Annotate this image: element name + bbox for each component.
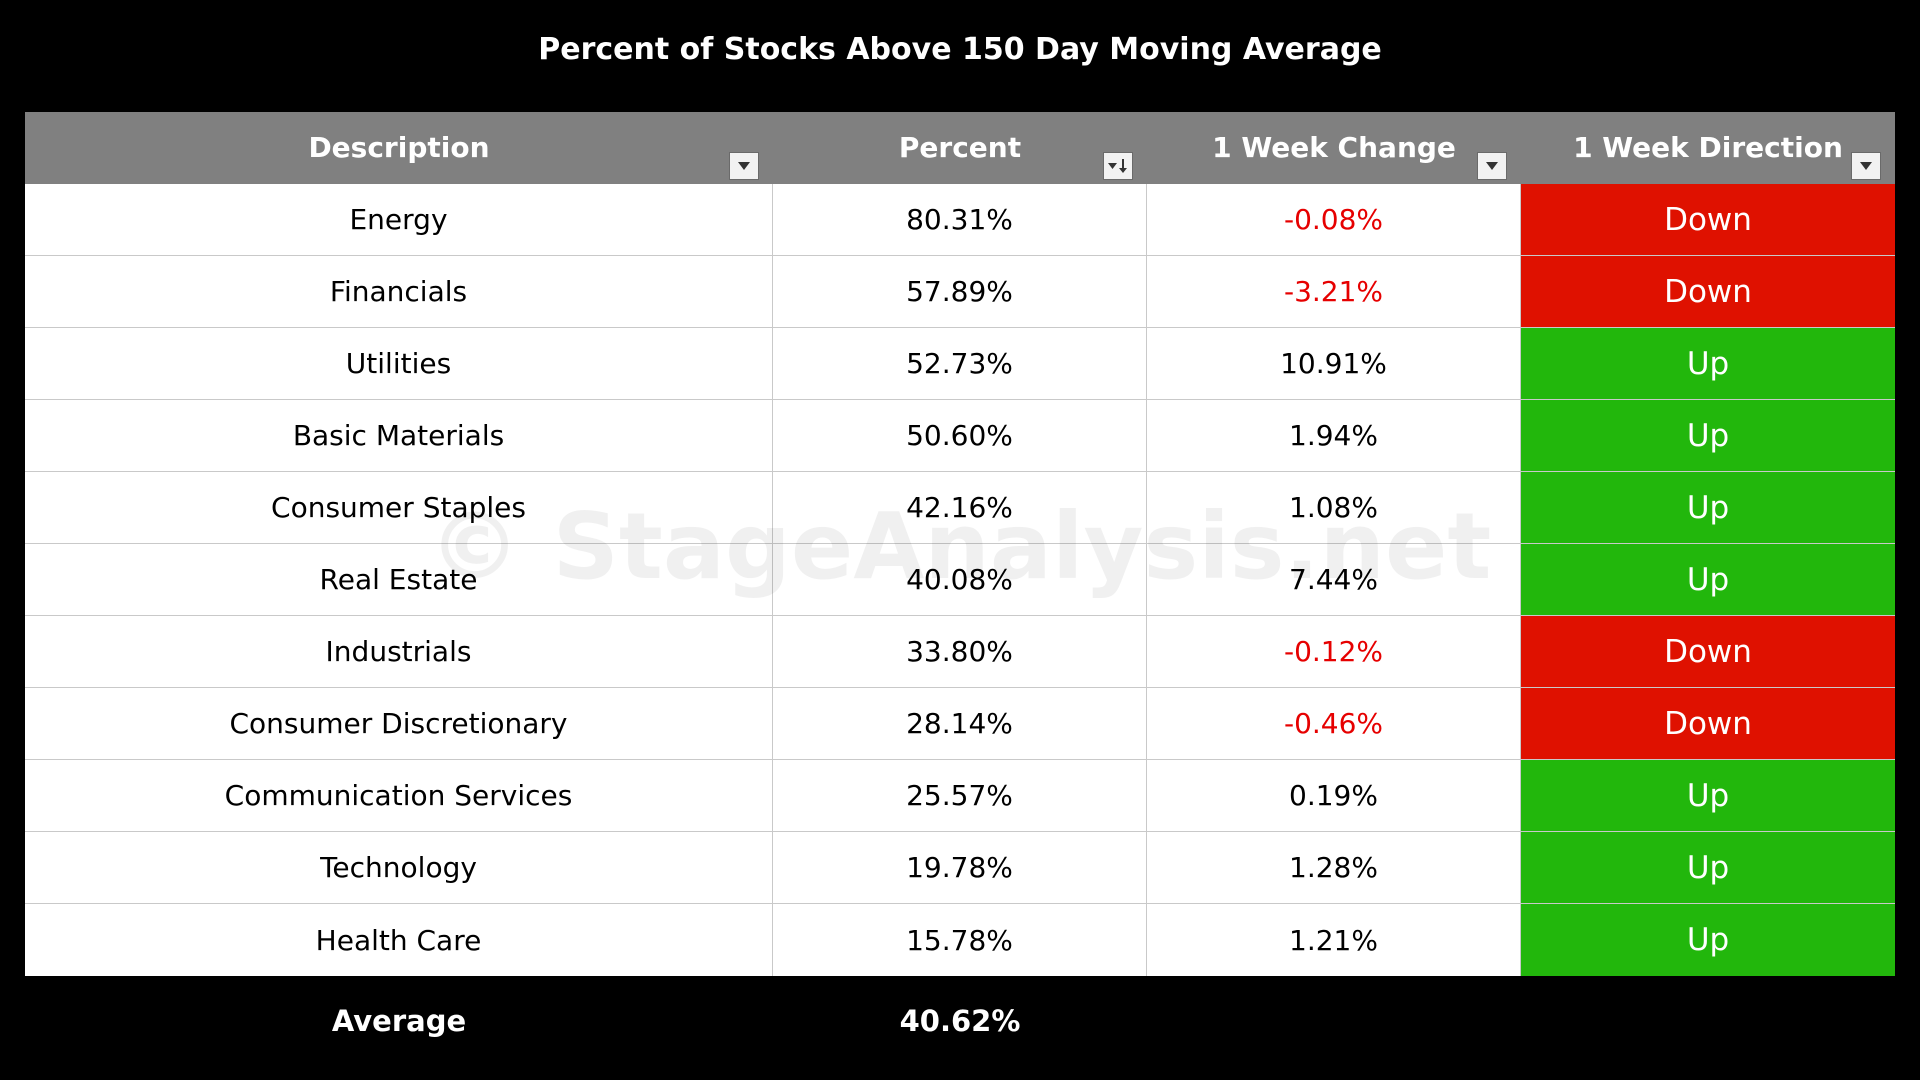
cell-percent: 42.16% — [773, 472, 1147, 543]
cell-direction: Up — [1521, 400, 1895, 471]
cell-percent: 50.60% — [773, 400, 1147, 471]
cell-change: 1.94% — [1147, 400, 1521, 471]
cell-change: -0.46% — [1147, 688, 1521, 759]
table-row: Energy 80.31% -0.08% Down — [25, 184, 1895, 256]
cell-description: Basic Materials — [25, 400, 773, 471]
cell-change: 7.44% — [1147, 544, 1521, 615]
filter-dropdown-icon[interactable] — [1851, 152, 1881, 180]
table-header: Description Percent 1 Week Change 1 Week — [25, 112, 1895, 184]
table-row: Financials 57.89% -3.21% Down — [25, 256, 1895, 328]
cell-change: 1.08% — [1147, 472, 1521, 543]
table-row: Technology 19.78% 1.28% Up — [25, 832, 1895, 904]
cell-description: Consumer Discretionary — [25, 688, 773, 759]
header-change-label: 1 Week Change — [1212, 131, 1456, 164]
cell-change: 1.21% — [1147, 904, 1521, 976]
table-row: Utilities 52.73% 10.91% Up — [25, 328, 1895, 400]
cell-percent: 57.89% — [773, 256, 1147, 327]
cell-change: 1.28% — [1147, 832, 1521, 903]
cell-description: Financials — [25, 256, 773, 327]
cell-percent: 28.14% — [773, 688, 1147, 759]
cell-percent: 25.57% — [773, 760, 1147, 831]
cell-direction: Up — [1521, 328, 1895, 399]
header-description: Description — [25, 112, 773, 184]
cell-percent: 33.80% — [773, 616, 1147, 687]
table-row: Industrials 33.80% -0.12% Down — [25, 616, 1895, 688]
cell-change: -3.21% — [1147, 256, 1521, 327]
cell-direction: Down — [1521, 256, 1895, 327]
page-title: Percent of Stocks Above 150 Day Moving A… — [538, 32, 1382, 67]
footer-average-percent: 40.62% — [899, 1004, 1021, 1038]
data-table: Description Percent 1 Week Change 1 Week — [25, 112, 1895, 1066]
cell-change: -0.12% — [1147, 616, 1521, 687]
cell-description: Energy — [25, 184, 773, 255]
footer-label: Average — [331, 1004, 467, 1038]
cell-direction: Up — [1521, 832, 1895, 903]
cell-description: Industrials — [25, 616, 773, 687]
cell-percent: 40.08% — [773, 544, 1147, 615]
cell-direction: Down — [1521, 184, 1895, 255]
cell-percent: 15.78% — [773, 904, 1147, 976]
cell-description: Technology — [25, 832, 773, 903]
cell-change: 0.19% — [1147, 760, 1521, 831]
cell-percent: 19.78% — [773, 832, 1147, 903]
cell-percent: 52.73% — [773, 328, 1147, 399]
cell-direction: Up — [1521, 760, 1895, 831]
table-row: Basic Materials 50.60% 1.94% Up — [25, 400, 1895, 472]
filter-dropdown-icon[interactable] — [1477, 152, 1507, 180]
cell-direction: Up — [1521, 544, 1895, 615]
cell-description: Communication Services — [25, 760, 773, 831]
table-footer: Average 40.62% — [25, 976, 1895, 1066]
table-row: Communication Services 25.57% 0.19% Up — [25, 760, 1895, 832]
cell-percent: 80.31% — [773, 184, 1147, 255]
cell-description: Utilities — [25, 328, 773, 399]
table-row: Health Care 15.78% 1.21% Up — [25, 904, 1895, 976]
sort-descending-icon[interactable] — [1103, 152, 1133, 180]
header-percent: Percent — [773, 112, 1147, 184]
table-row: Consumer Staples 42.16% 1.08% Up — [25, 472, 1895, 544]
cell-description: Health Care — [25, 904, 773, 976]
filter-dropdown-icon[interactable] — [729, 152, 759, 180]
cell-direction: Up — [1521, 904, 1895, 976]
cell-description: Consumer Staples — [25, 472, 773, 543]
table-row: Consumer Discretionary 28.14% -0.46% Down — [25, 688, 1895, 760]
header-description-label: Description — [308, 131, 490, 164]
header-change: 1 Week Change — [1147, 112, 1521, 184]
table-body: Energy 80.31% -0.08% Down Financials 57.89% -3… — [25, 184, 1895, 976]
cell-direction: Down — [1521, 688, 1895, 759]
header-direction-label: 1 Week Direction — [1573, 131, 1843, 164]
header-percent-label: Percent — [898, 131, 1022, 164]
table-row: Real Estate 40.08% 7.44% Up — [25, 544, 1895, 616]
cell-direction: Up — [1521, 472, 1895, 543]
cell-description: Real Estate — [25, 544, 773, 615]
cell-change: -0.08% — [1147, 184, 1521, 255]
cell-direction: Down — [1521, 616, 1895, 687]
header-direction: 1 Week Direction — [1521, 112, 1895, 184]
cell-change: 10.91% — [1147, 328, 1521, 399]
